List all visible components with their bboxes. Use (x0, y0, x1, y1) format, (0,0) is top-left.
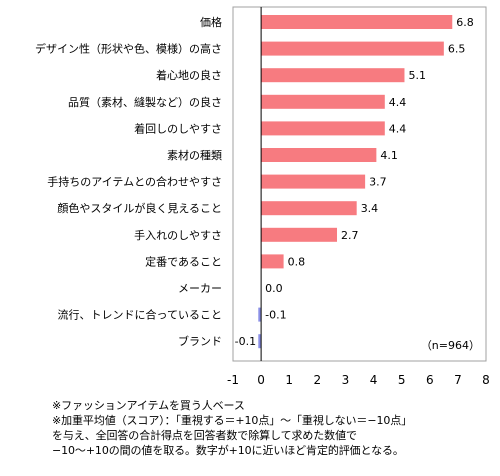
category-label: ブランド (178, 334, 222, 348)
value-label: -0.1 (235, 335, 256, 348)
value-label: 5.1 (408, 69, 426, 82)
value-label: 6.5 (448, 43, 466, 56)
category-label: 流行、トレンドに合っていること (58, 308, 222, 322)
x-tick-label: -1 (227, 373, 239, 387)
category-label: 手持ちのアイテムとの合わせやすさ (47, 175, 222, 189)
bar (261, 68, 405, 83)
sample-size-annotation: （n=964） (421, 339, 480, 352)
footnote-base: ※ファッションアイテムを買う人ベース (52, 399, 245, 412)
category-label: 価格 (200, 15, 222, 29)
bar (261, 94, 385, 109)
bar (258, 334, 262, 349)
x-tick-label: 2 (314, 373, 322, 387)
x-tick-label: 4 (370, 373, 378, 387)
x-tick-label: 7 (454, 373, 462, 387)
value-label: 4.1 (380, 149, 398, 162)
category-label: 品質（素材、縫製など）の良さ (68, 95, 222, 109)
bar (261, 148, 377, 162)
bar (261, 41, 444, 56)
x-tick-label: 0 (257, 373, 265, 387)
x-tick-label: 8 (482, 373, 490, 387)
category-label: 素材の種類 (167, 148, 222, 162)
value-label: -0.1 (265, 309, 286, 322)
bar (261, 201, 357, 216)
category-label: 定番であること (145, 254, 222, 268)
bar (258, 307, 262, 322)
value-label: 3.7 (369, 176, 387, 189)
bar (261, 174, 366, 189)
bars-group (258, 15, 453, 349)
x-tick-label: 1 (285, 373, 293, 387)
footnote-score-range: −10～+10の間の値を取る。数字が+10に近いほど肯定的評価となる。 (52, 444, 404, 457)
value-label: 0.0 (265, 282, 283, 295)
category-label: メーカー (178, 282, 222, 295)
x-tick-label: 5 (398, 373, 406, 387)
category-label: デザイン性（形状や色、模様）の高さ (35, 42, 222, 56)
bar (261, 227, 338, 242)
category-label: 手入れのしやすさ (134, 228, 222, 242)
value-label: 3.4 (361, 202, 379, 215)
category-label: 顔色やスタイルが良く見えること (57, 201, 222, 215)
x-tick-label: 6 (426, 373, 434, 387)
value-label: 2.7 (341, 229, 359, 242)
bar (261, 254, 284, 269)
value-label: 4.4 (389, 122, 407, 135)
category-label: 着回しのしやすさ (134, 121, 222, 135)
value-label: 4.4 (389, 96, 407, 109)
bar (261, 121, 385, 136)
footnote-score-definition: ※加重平均値（スコア）：「重視する＝+10点」～「重視しない＝−10点」 (52, 414, 413, 427)
value-label: 6.8 (456, 16, 474, 29)
category-labels-group: 価格デザイン性（形状や色、模様）の高さ着心地の良さ品質（素材、縫製など）の良さ着… (35, 15, 222, 348)
footnote-score-method: を与え、全回答の合計得点を回答者数で除算して求めた数値で (52, 429, 357, 442)
x-tick-labels-group: -1 0 1 2 3 4 5 6 7 8 (227, 373, 490, 387)
x-tick-label: 3 (342, 373, 350, 387)
bar (261, 15, 453, 29)
value-label: 0.8 (288, 255, 306, 268)
value-labels-group: 6.8 6.5 5.1 4.4 4.4 4.1 3.7 3.4 2.7 0.8 0.0 -0.1 -0.… (235, 16, 474, 348)
footnotes: ※ファッションアイテムを買う人ベース ※加重平均値（スコア）：「重視する＝+10… (52, 398, 492, 458)
category-label: 着心地の良さ (156, 68, 222, 82)
